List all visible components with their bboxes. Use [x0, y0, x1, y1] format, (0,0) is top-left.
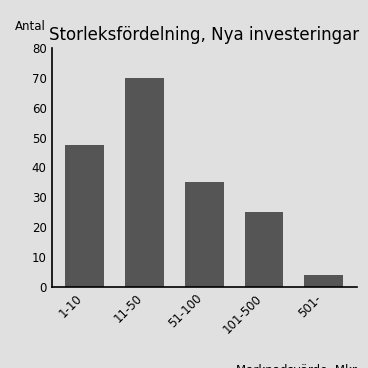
Text: Antal: Antal: [15, 21, 46, 33]
Bar: [125, 78, 164, 287]
Bar: [66, 145, 104, 287]
Text: Marknadsvärde, Mkr: Marknadsvärde, Mkr: [236, 364, 357, 368]
Bar: [245, 212, 283, 287]
Title: Storleksfördelning, Nya investeringar: Storleksfördelning, Nya investeringar: [49, 25, 359, 43]
Bar: [304, 275, 343, 287]
Bar: [185, 183, 224, 287]
